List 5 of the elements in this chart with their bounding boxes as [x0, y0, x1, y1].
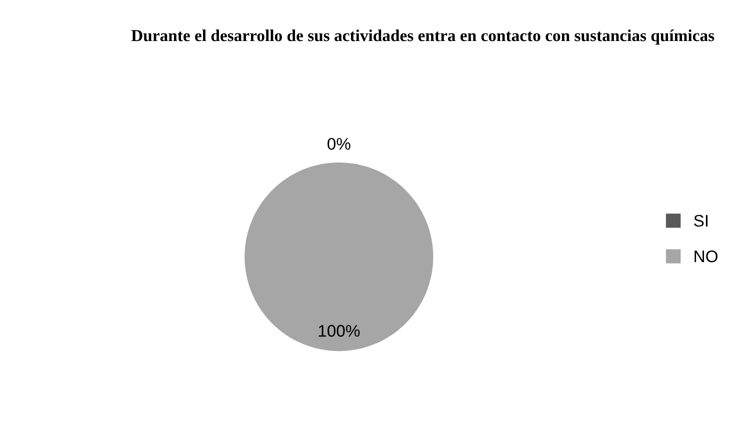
chart-title: Durante el desarrollo de sus actividades entra en contacto con sustancias químicas: [131, 29, 714, 45]
text: 0%: [328, 138, 350, 150]
data-label: 100%: [318, 324, 360, 337]
legend-label: NO: [694, 250, 718, 262]
legend-label: SI: [694, 214, 708, 227]
